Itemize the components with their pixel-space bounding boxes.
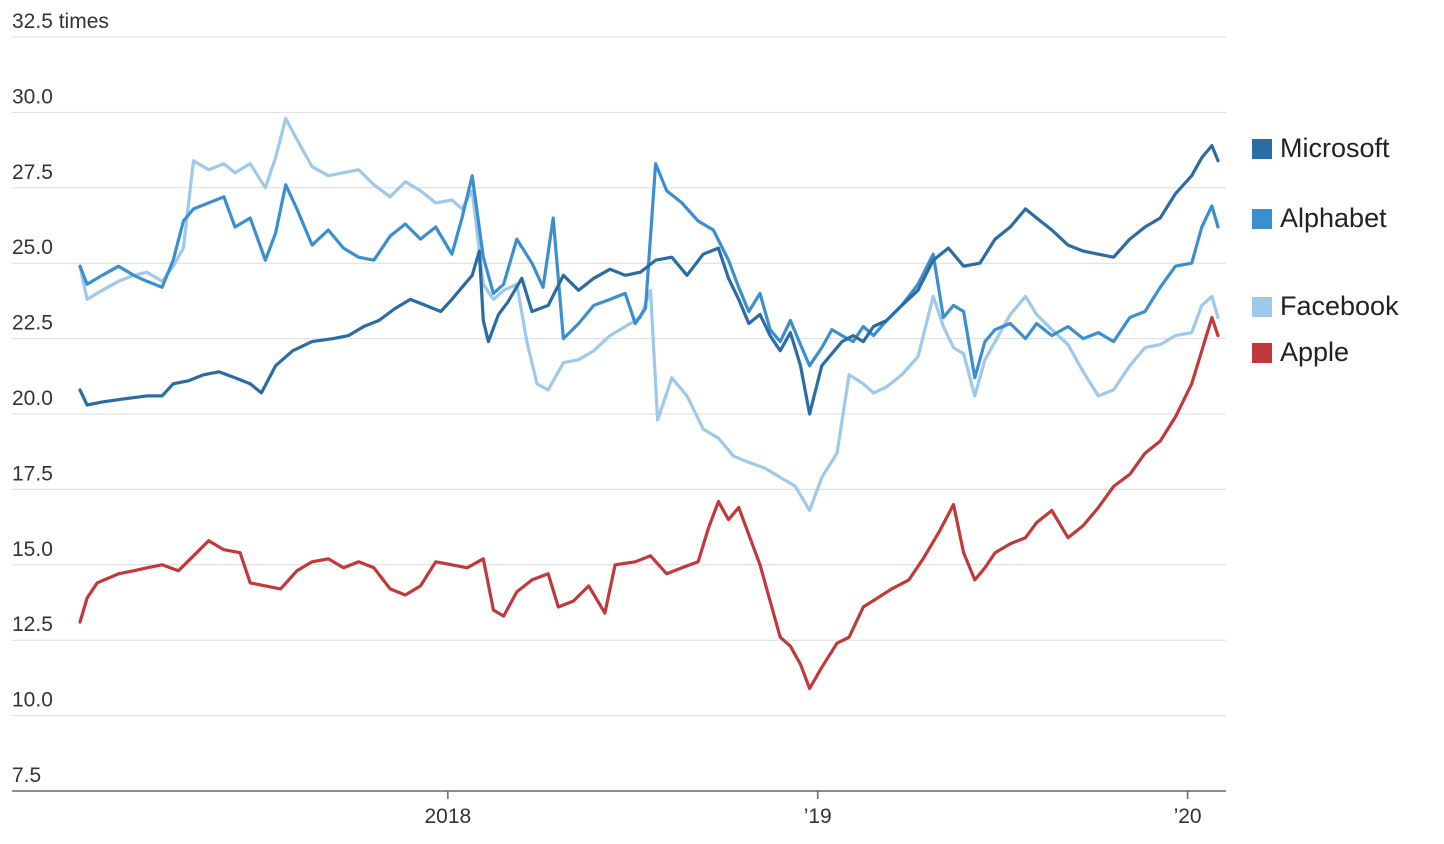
legend-swatch-apple: [1252, 342, 1272, 363]
series-lines: [78, 116, 1220, 691]
y-tick-label: 10.0: [12, 689, 53, 712]
legend-swatch-facebook: [1252, 296, 1272, 317]
series-line-facebook: [78, 116, 1220, 513]
y-tick-label: 25.0: [12, 236, 53, 259]
y-tick-label: 17.5: [12, 462, 53, 485]
series-line-apple: [78, 315, 1220, 691]
chart-legend: Microsoft Alphabet Facebook Apple: [1252, 0, 1442, 844]
legend-item-apple: Apple: [1252, 337, 1349, 368]
y-tick-label: 32.5 times: [12, 10, 109, 33]
x-tick-label: 2018: [424, 805, 471, 828]
y-tick-label: 30.0: [12, 85, 53, 108]
legend-label-apple: Apple: [1280, 337, 1350, 367]
legend-item-alphabet: Alphabet: [1252, 203, 1387, 234]
legend-label-alphabet: Alphabet: [1280, 203, 1387, 233]
series-line-alphabet: [78, 162, 1220, 380]
y-axis-tick-labels: 32.5 times 30.0 27.5 25.0 22.5 20.0 17.5 15.0 12…: [12, 10, 109, 787]
legend-item-facebook: Facebook: [1252, 291, 1399, 322]
y-tick-label: 7.5: [12, 764, 41, 787]
y-tick-label: 27.5: [12, 161, 53, 184]
legend-swatch-microsoft: [1252, 138, 1272, 159]
x-tick-label: ’19: [804, 805, 832, 828]
gridlines: [12, 36, 1226, 792]
legend-label-facebook: Facebook: [1280, 291, 1399, 321]
legend-item-microsoft: Microsoft: [1252, 133, 1390, 164]
y-tick-label: 12.5: [12, 613, 53, 636]
legend-swatch-alphabet: [1252, 208, 1272, 229]
x-tick-label: ’20: [1174, 805, 1202, 828]
x-axis: 2018 ’19 ’20: [12, 790, 1226, 828]
series-line-microsoft: [78, 144, 1220, 416]
y-tick-label: 20.0: [12, 387, 53, 410]
y-tick-label: 15.0: [12, 538, 53, 561]
y-tick-label: 22.5: [12, 312, 53, 335]
legend-label-microsoft: Microsoft: [1280, 133, 1390, 163]
